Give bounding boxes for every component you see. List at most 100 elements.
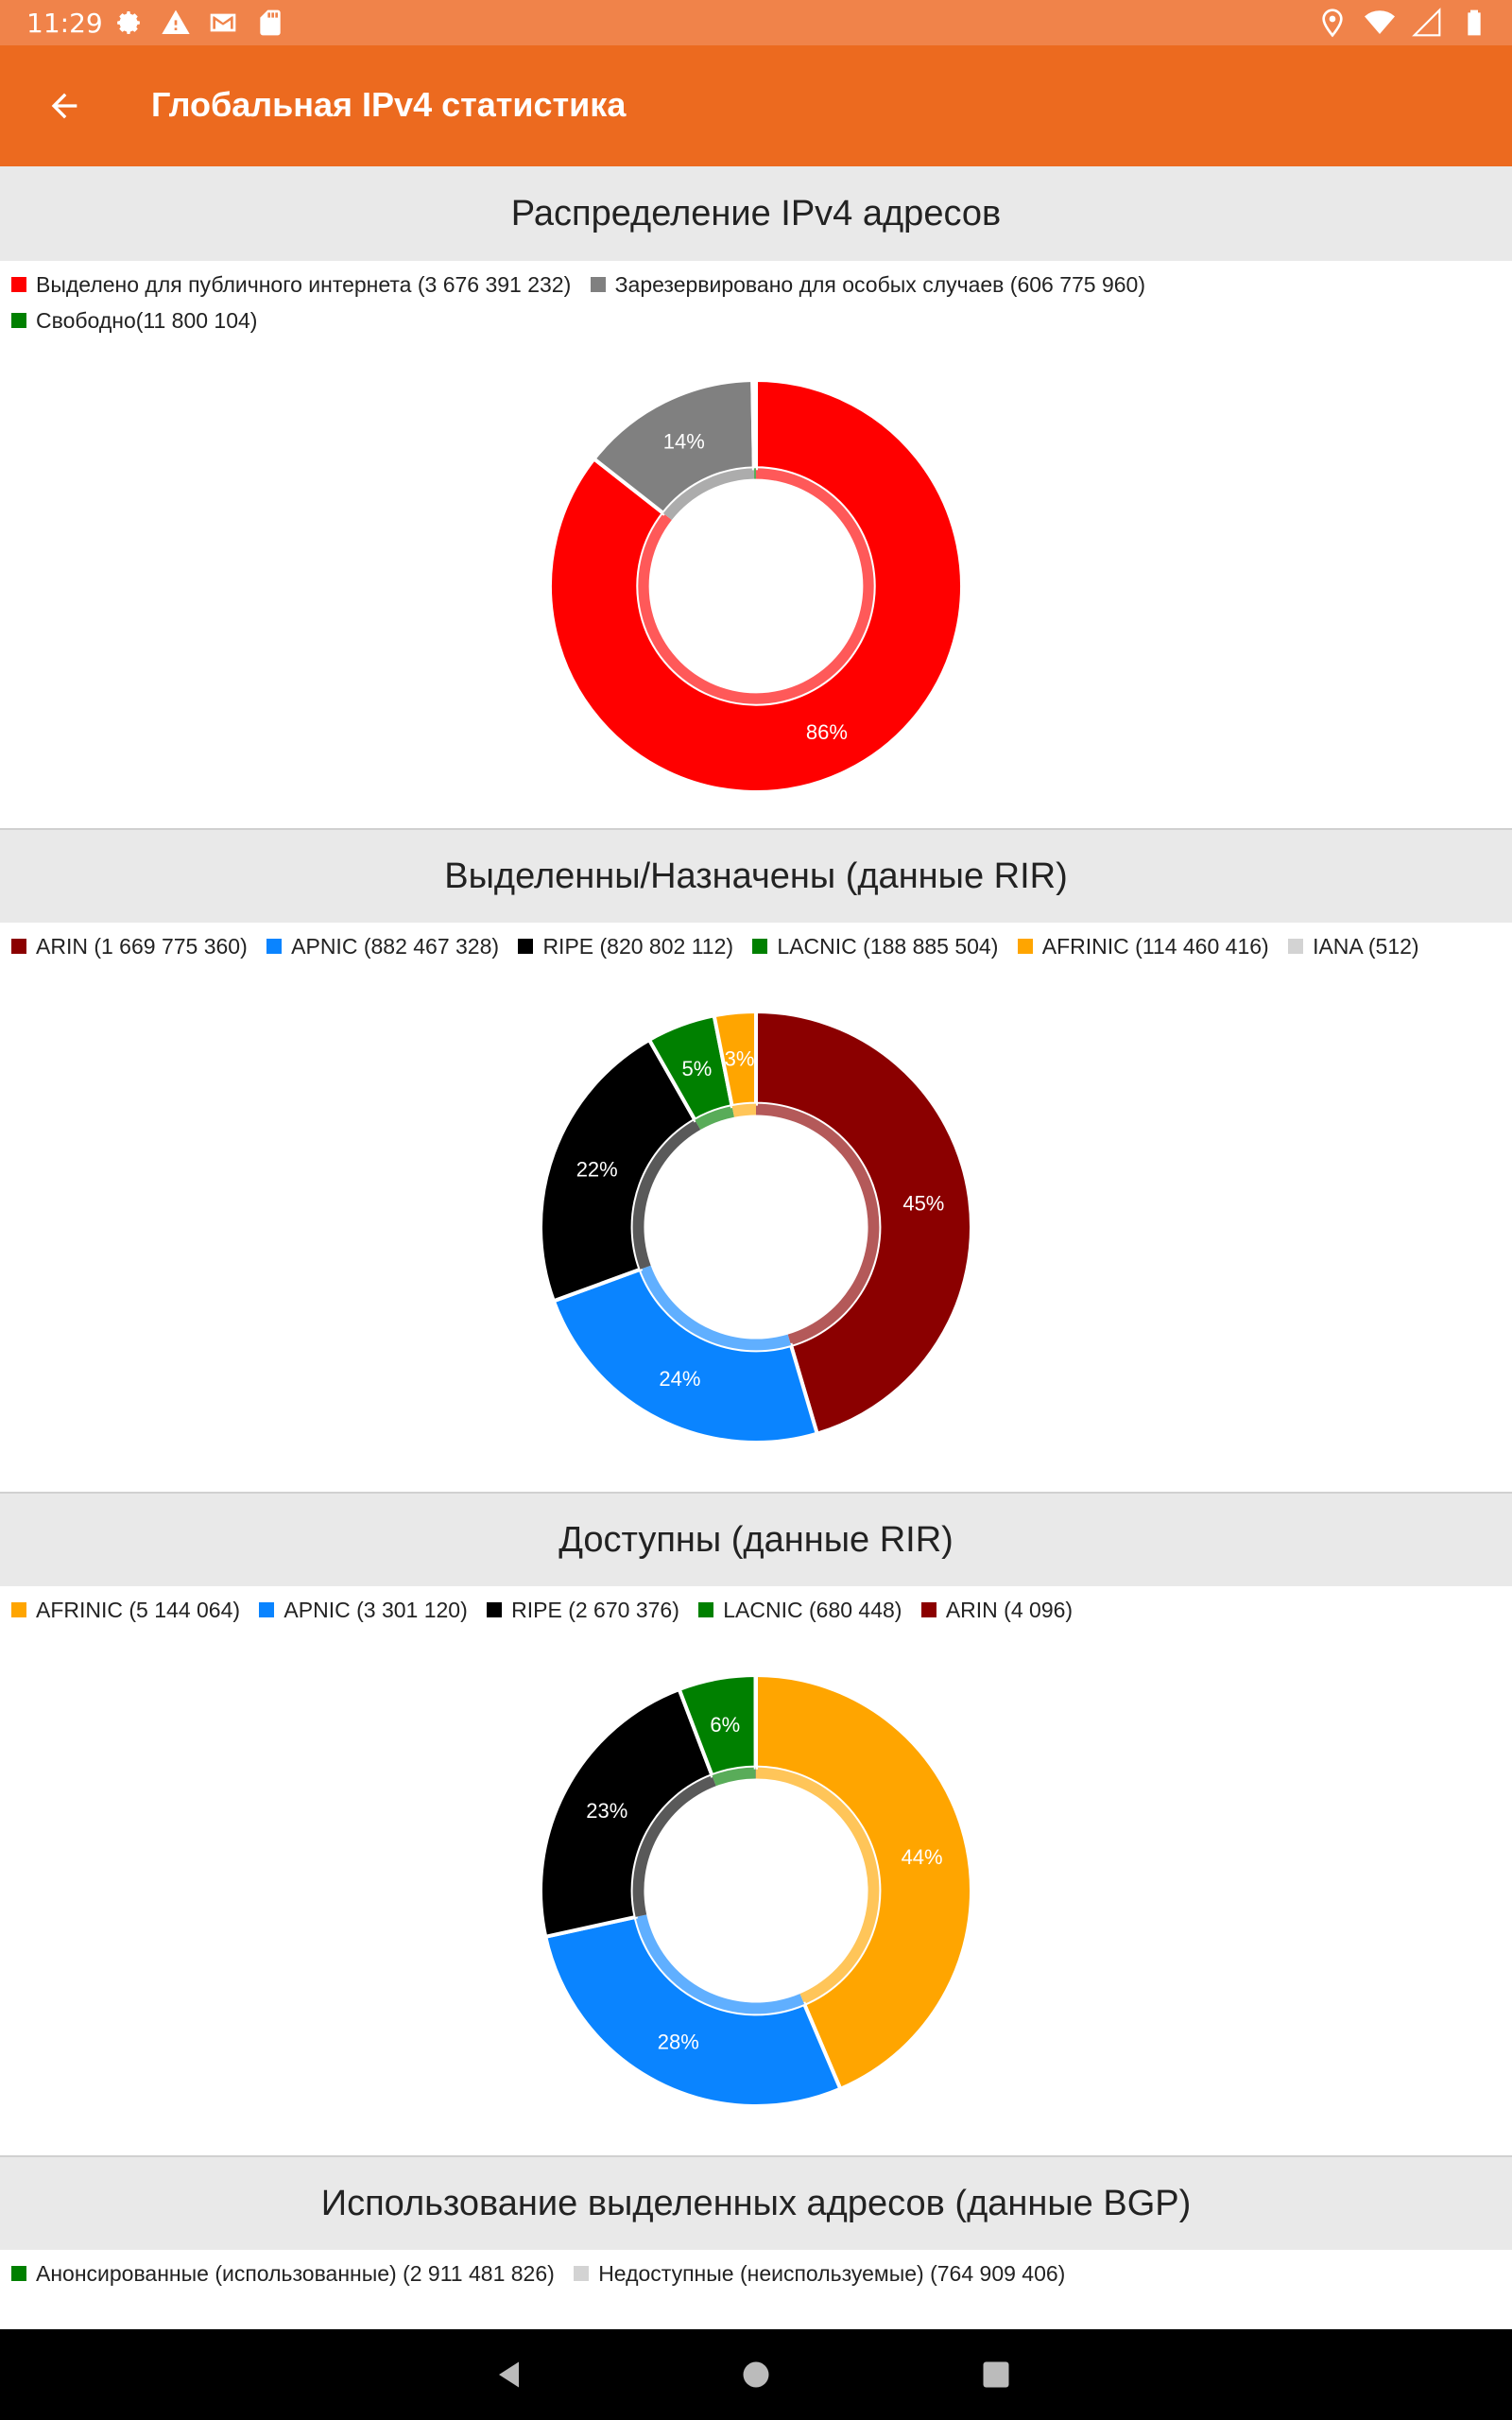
nav-recents-button[interactable] xyxy=(973,2352,1019,2397)
legend-item: LACNIC (188 885 504) xyxy=(752,928,998,964)
legend-swatch xyxy=(1017,939,1033,954)
signal-icon xyxy=(1412,8,1441,37)
legend-item: Выделено для публичного интернета (3 676… xyxy=(11,267,571,302)
donut-slice-label: 22% xyxy=(576,1157,618,1181)
nav-back-button[interactable] xyxy=(488,2352,533,2397)
legend-item: Свободно(11 800 104) xyxy=(11,302,257,338)
legend-swatch xyxy=(11,1602,26,1617)
donut-slice-inner-ring xyxy=(632,1775,716,1917)
legend-label: AFRINIC (114 460 416) xyxy=(1041,934,1269,959)
donut-slice-label: 6% xyxy=(710,1713,740,1737)
legend-allocated: ARIN (1 669 775 360) APNIC (882 467 328)… xyxy=(11,928,1501,964)
donut-slice[interactable] xyxy=(551,1267,820,1444)
donut-slice-inner-ring xyxy=(753,468,756,479)
legend-item: ARIN (4 096) xyxy=(920,1592,1073,1628)
legend-label: RIPE (820 802 112) xyxy=(542,934,734,959)
legend-bgp: Анонсированные (использованные) (2 911 4… xyxy=(11,2256,1501,2291)
legend-item: RIPE (2 670 376) xyxy=(487,1592,679,1628)
app-bar: Глобальная IPv4 статистика xyxy=(0,45,1512,166)
donut-slice-label: 3% xyxy=(725,1047,755,1071)
donut-slice-inner-ring xyxy=(635,1914,805,2014)
nav-home-button[interactable] xyxy=(733,2352,779,2397)
section-header-available: Доступны (данные RIR) xyxy=(0,1492,1512,1586)
status-icons-right xyxy=(1317,8,1489,38)
legend-label: IANA (512) xyxy=(1313,934,1419,959)
legend-label: LACNIC (188 885 504) xyxy=(777,934,999,959)
legend-item: ARIN (1 669 775 360) xyxy=(11,928,248,964)
legend-swatch xyxy=(1288,939,1304,954)
legend-swatch xyxy=(590,277,606,292)
legend-label: APNIC (3 301 120) xyxy=(284,1598,468,1622)
warning-icon xyxy=(162,9,190,34)
legend-swatch xyxy=(487,1602,503,1617)
donut-chart-available[interactable]: 44% 28% 23% 6% xyxy=(539,1673,973,2108)
legend-swatch xyxy=(11,2266,26,2281)
section-header-distribution: Распределение IPv4 адресов xyxy=(0,166,1512,261)
donut-chart-distribution[interactable]: 86% 14% xyxy=(548,378,964,794)
circle-home-icon xyxy=(743,2361,769,2388)
battery-icon xyxy=(1468,9,1481,36)
triangle-back-icon xyxy=(499,2361,519,2388)
donut-slice-inner-ring xyxy=(640,1265,792,1351)
donut-slice-label: 23% xyxy=(586,1799,627,1823)
donut-slice-inner-ring xyxy=(712,1767,756,1787)
location-icon xyxy=(1322,9,1343,38)
donut-slice[interactable] xyxy=(542,1914,843,2108)
legend-label: Недоступные (неиспользуемые) (764 909 40… xyxy=(598,2261,1066,2286)
wifi-icon xyxy=(1365,10,1395,34)
donut-slice-inner-ring xyxy=(756,1767,880,2004)
back-button[interactable] xyxy=(38,79,91,132)
legend-swatch xyxy=(259,1602,275,1617)
legend-label: LACNIC (680 448) xyxy=(723,1598,902,1622)
legend-item: Зарезервировано для особых случаев (606 … xyxy=(590,267,1146,302)
legend-label: Анонсированные (использованные) (2 911 4… xyxy=(36,2261,555,2286)
legend-label: AFRINIC (5 144 064) xyxy=(36,1598,241,1622)
legend-swatch xyxy=(752,939,768,954)
legend-swatch xyxy=(920,1602,936,1617)
legend-swatch xyxy=(574,2266,590,2281)
legend-swatch xyxy=(11,277,26,292)
square-recents-icon xyxy=(983,2361,1009,2388)
legend-label: ARIN (1 669 775 360) xyxy=(36,934,248,959)
legend-item: AFRINIC (114 460 416) xyxy=(1017,928,1269,964)
legend-swatch xyxy=(518,939,534,954)
sd-card-icon xyxy=(260,9,281,36)
gmail-icon xyxy=(210,13,236,32)
legend-distribution: Выделено для публичного интернета (3 676… xyxy=(11,267,1501,338)
donut-slice-label: 86% xyxy=(806,720,848,744)
section-header-allocated: Выделенны/Назначены (данные RIR) xyxy=(0,828,1512,923)
donut-slice-label: 28% xyxy=(658,2030,699,2053)
donut-slice-label: 44% xyxy=(902,1845,943,1869)
status-bar: 11:29 xyxy=(0,0,1512,45)
donut-slice-label: 5% xyxy=(681,1057,712,1080)
legend-label: Зарезервировано для особых случаев (606 … xyxy=(614,272,1146,297)
donut-slice-label: 14% xyxy=(663,430,705,454)
section-header-bgp: Использование выделенных адресов (данные… xyxy=(0,2155,1512,2250)
legend-item: LACNIC (680 448) xyxy=(698,1592,902,1628)
donut-slice-inner-ring xyxy=(731,1103,756,1117)
legend-item: Анонсированные (использованные) (2 911 4… xyxy=(11,2256,555,2291)
page-title: Глобальная IPv4 статистика xyxy=(151,85,627,124)
legend-swatch xyxy=(266,939,283,954)
gear-icon xyxy=(117,11,140,34)
legend-item: APNIC (3 301 120) xyxy=(259,1592,468,1628)
donut-chart-allocated[interactable]: 45% 24% 22% 5% 3% xyxy=(539,1010,973,1444)
navigation-bar xyxy=(0,2329,1512,2420)
status-icons-left xyxy=(113,8,285,38)
legend-label: RIPE (2 670 376) xyxy=(511,1598,679,1622)
legend-label: APNIC (882 467 328) xyxy=(291,934,500,959)
donut-slice-label: 45% xyxy=(902,1191,944,1215)
legend-item: AFRINIC (5 144 064) xyxy=(11,1592,240,1628)
donut-slice-inner-ring xyxy=(632,1119,701,1270)
donut-slice[interactable] xyxy=(750,378,758,471)
legend-label: Свободно(11 800 104) xyxy=(36,308,258,333)
legend-item: RIPE (820 802 112) xyxy=(518,928,733,964)
legend-swatch xyxy=(698,1602,714,1617)
legend-swatch xyxy=(11,939,26,954)
legend-item: APNIC (882 467 328) xyxy=(266,928,499,964)
legend-item: IANA (512) xyxy=(1288,928,1419,964)
arrow-left-icon xyxy=(51,93,77,119)
legend-swatch xyxy=(11,313,26,328)
status-time: 11:29 xyxy=(26,8,103,39)
donut-slice-inner-ring xyxy=(695,1106,734,1131)
